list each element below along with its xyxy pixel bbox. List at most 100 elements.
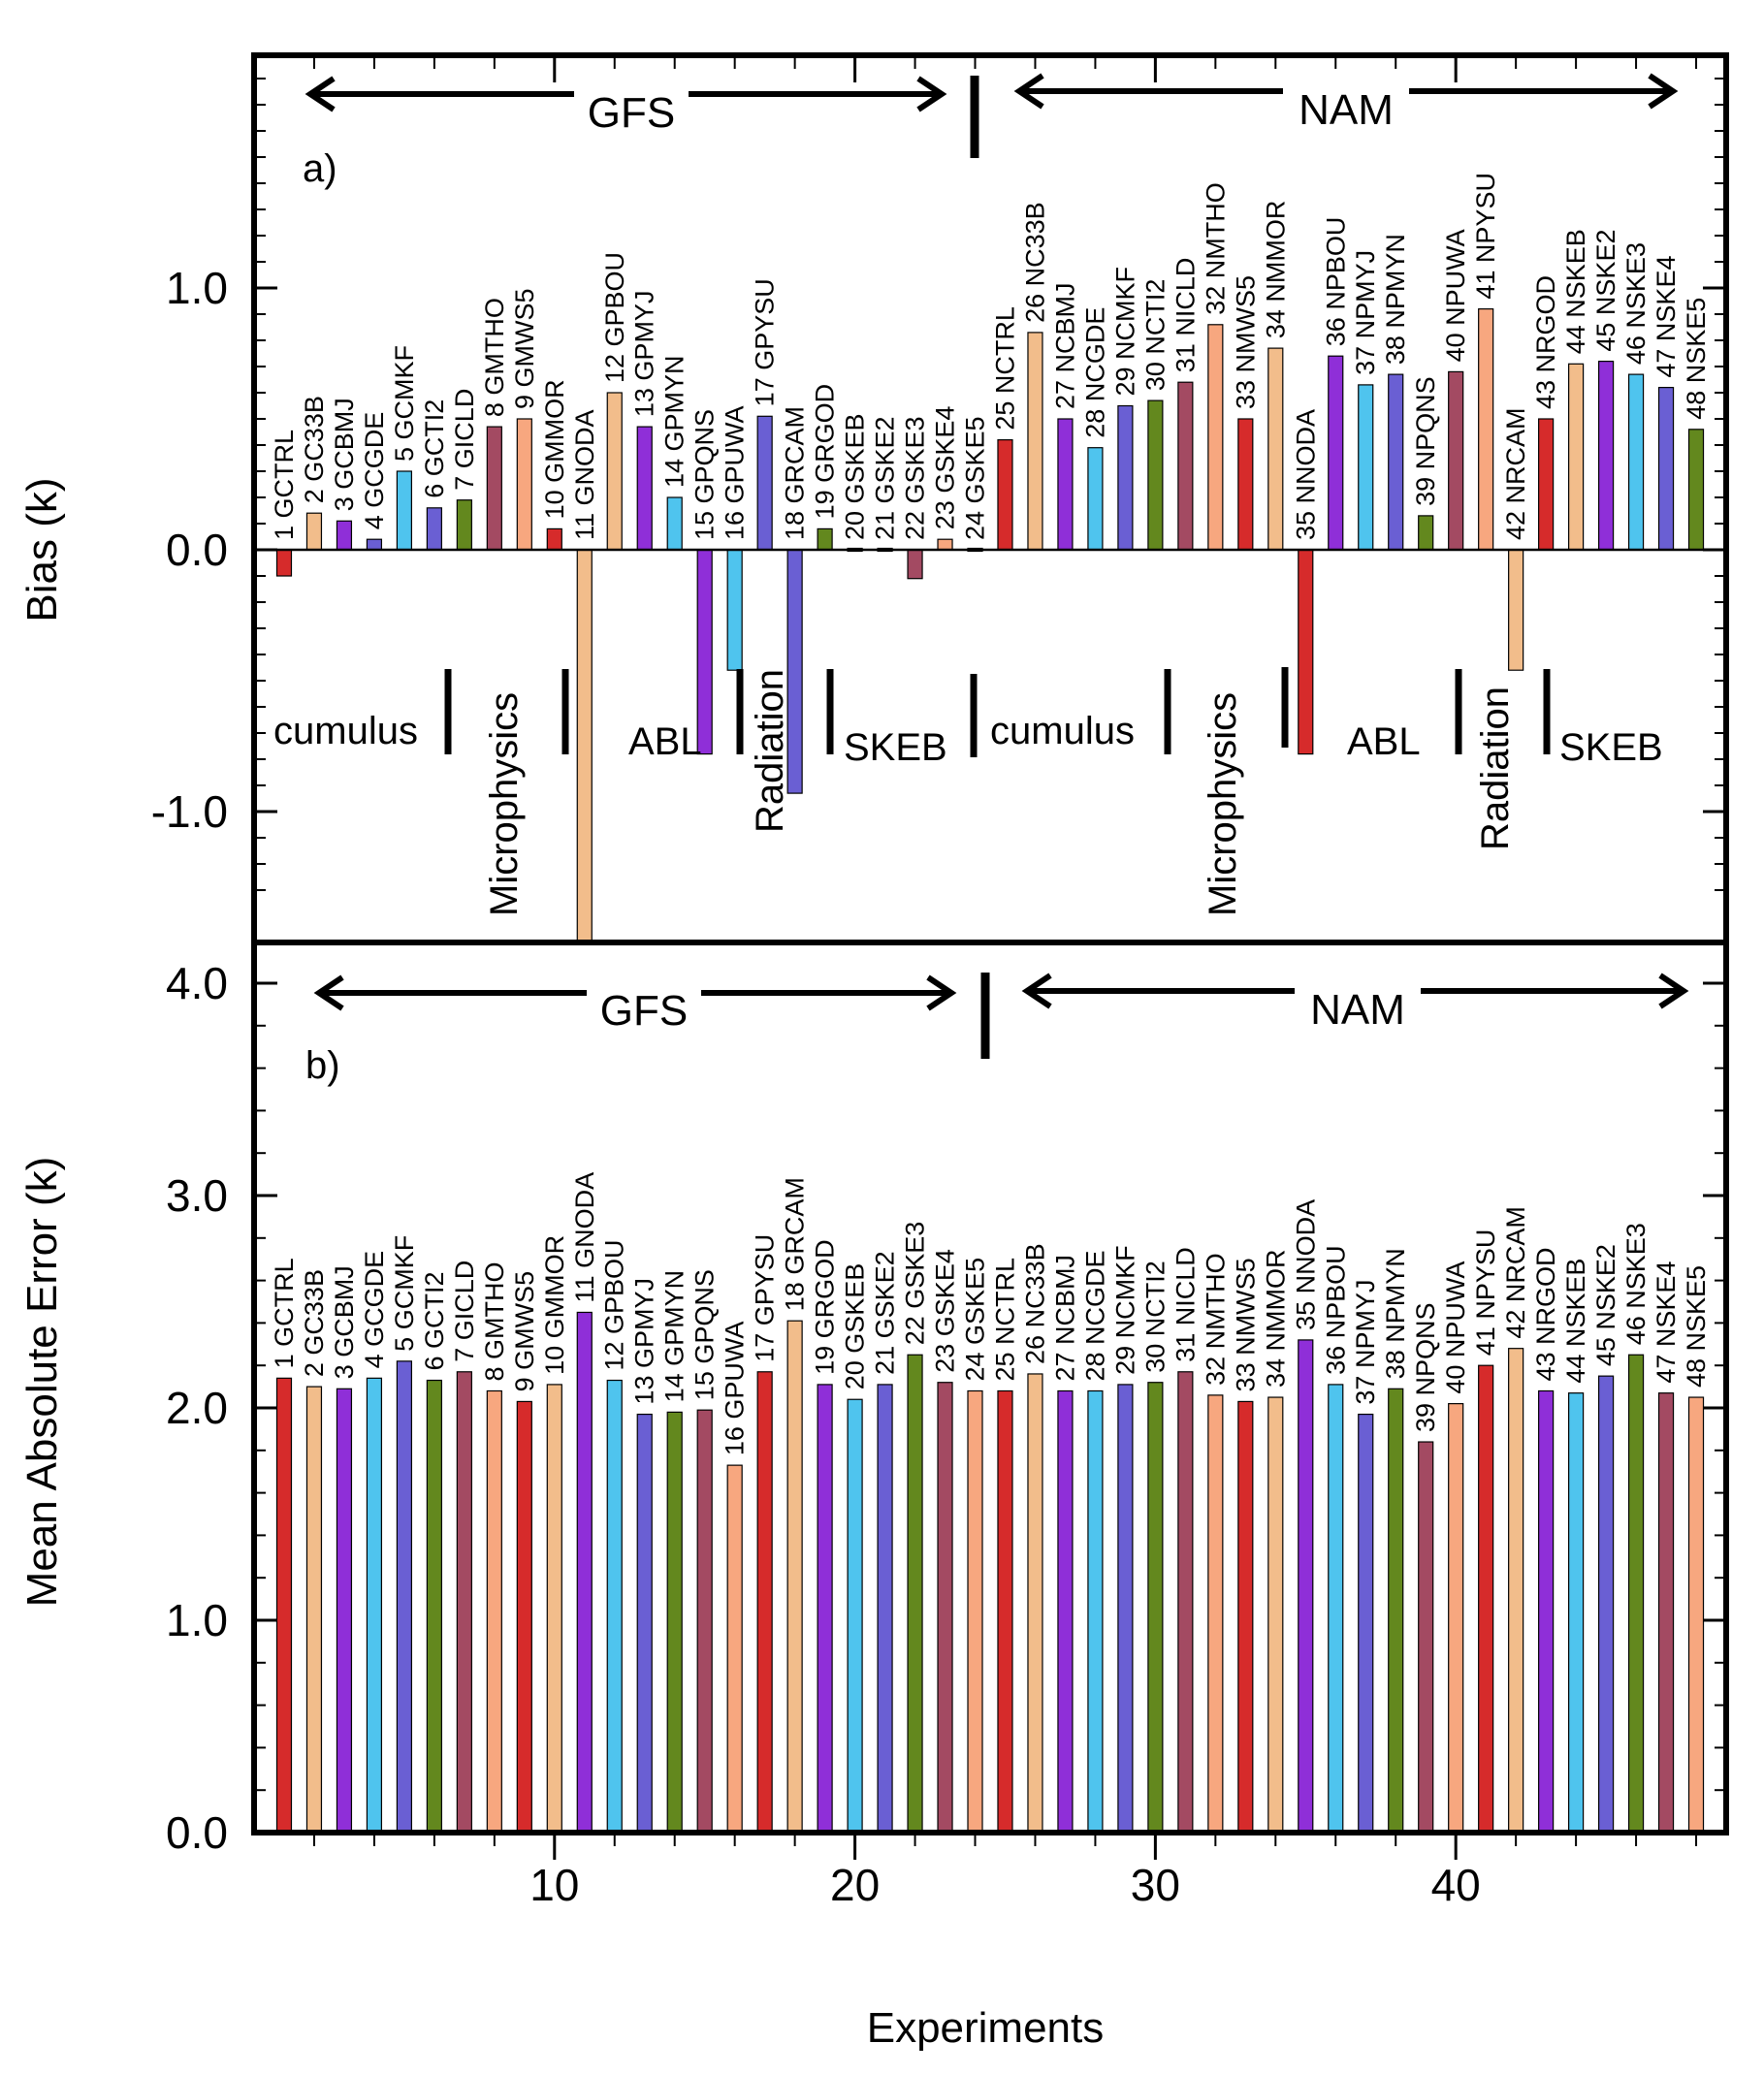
bias-bar-label: 10 GMMOR [540, 379, 569, 519]
gfs-label: GFS [600, 987, 688, 1035]
bias-bar [997, 439, 1013, 551]
mae-bar [366, 1377, 383, 1834]
bias-bar [1207, 324, 1224, 551]
mae-bar-label: 11 GNODA [570, 1172, 599, 1303]
bias-bar-label: 39 NPQNS [1411, 376, 1440, 506]
bias-bar [486, 426, 502, 551]
bias-bar-label: 48 NSKE5 [1682, 298, 1711, 420]
bias-bar-label: 24 GSKE5 [961, 416, 990, 540]
bias-bar-label: 33 NMWS5 [1231, 275, 1260, 409]
mae-bar [1027, 1373, 1043, 1834]
bias-bar-label: 16 GPUWA [721, 405, 750, 540]
bias-bar-label: 7 GICLD [450, 389, 479, 491]
x-tick-label: 30 [1131, 1860, 1180, 1910]
mae-bar-label: 32 NMTHO [1201, 1253, 1230, 1386]
group-label: ABL [1347, 720, 1421, 763]
mae-bar [1508, 1348, 1524, 1834]
mae-bar-label: 45 NSKE2 [1591, 1244, 1620, 1366]
bias-bar-label: 42 NRCAM [1501, 407, 1530, 540]
y-tick-label: 1.0 [166, 263, 228, 313]
mae-bar-label: 28 NCGDE [1080, 1250, 1109, 1381]
bias-bar-label: 8 GMTHO [480, 298, 509, 417]
bias-bar-label: 12 GPBOU [600, 252, 629, 383]
mae-bar-label: 1 GCTRL [270, 1258, 299, 1368]
group-label: ABL [628, 720, 702, 763]
mae-bar [576, 1311, 593, 1834]
bias-bar [1657, 387, 1675, 551]
bias-bar [1177, 381, 1194, 551]
mae-panel: 1 GCTRL 2 GC33B 3 GCBMJ 4 GCGDE 5 GCMKF 6 GCT… [18, 958, 1726, 1858]
bias-bar [1538, 418, 1555, 551]
mae-bar [967, 1389, 983, 1834]
mae-bar-label: 39 NPQNS [1411, 1302, 1440, 1432]
bias-bar [666, 496, 683, 551]
bias-bar-label: 31 NICLD [1171, 258, 1200, 373]
mae-bar-label: 35 NNODA [1291, 1199, 1320, 1330]
mae-bar [1627, 1354, 1645, 1834]
bias-bar-label: 18 GRCAM [781, 406, 810, 540]
mae-bar-label: 15 GPQNS [690, 1269, 720, 1400]
mae-bar [1147, 1382, 1164, 1834]
y-tick-label: 2.0 [166, 1383, 228, 1433]
bias-bar [366, 538, 383, 551]
bias-bar-label: 21 GSKE2 [871, 416, 900, 540]
panel-letter-a: a) [303, 147, 337, 190]
bias-bar [456, 499, 472, 551]
mae-bar-label: 26 NC33B [1020, 1243, 1049, 1364]
bias-bar [1508, 549, 1524, 671]
mae-bar [817, 1384, 833, 1834]
mae-bar [1358, 1413, 1374, 1834]
nam-arrow-a-right-head [1648, 73, 1679, 110]
bias-bar-label: 28 NCGDE [1080, 307, 1109, 438]
mae-bar-label: 2 GC33B [300, 1269, 329, 1377]
bias-bar-label: 1 GCTRL [270, 430, 299, 540]
mae-bar-label: 44 NSKEB [1561, 1259, 1590, 1384]
group-label: Radiation [749, 669, 791, 833]
bias-bar-label: 23 GSKE4 [931, 406, 960, 530]
nam-label-bg [1295, 969, 1421, 1017]
group-label: Microphysics [483, 692, 526, 916]
group-label: SKEB [1559, 726, 1663, 769]
bias-bar [1298, 549, 1314, 755]
mae-bar [516, 1400, 532, 1834]
bias-bar [636, 426, 653, 551]
bias-bar-label: 27 NCBMJ [1050, 282, 1079, 409]
nam-label: NAM [1299, 86, 1394, 134]
mae-bar [726, 1464, 743, 1834]
mae-bar [456, 1371, 472, 1834]
mae-bar [1657, 1392, 1675, 1834]
mae-bar-label: 43 NRGOD [1531, 1247, 1560, 1381]
bias-bar [516, 418, 532, 551]
bias-bar [1117, 404, 1134, 551]
bias-bar-label: 5 GCMKF [390, 345, 419, 462]
bias-bar [907, 549, 923, 580]
bias-bar-label: 13 GPMYJ [630, 291, 659, 418]
mae-bar-label: 10 GMMOR [540, 1235, 569, 1375]
bias-bar [1687, 429, 1705, 551]
mae-bar-label: 20 GSKEB [841, 1263, 870, 1390]
mae-bar [1267, 1396, 1284, 1834]
mae-bar [1388, 1388, 1404, 1834]
gfs-arrow-b-right-head [926, 974, 957, 1011]
x-tick-label: 20 [830, 1860, 880, 1910]
bias-bar [1147, 399, 1164, 551]
mae-bar [877, 1384, 893, 1834]
mae-bar-label: 25 NCTRL [990, 1258, 1019, 1382]
bias-bar [1478, 308, 1494, 551]
bias-bar-label: 3 GCBMJ [330, 398, 359, 511]
bias-bar-label: 15 GPQNS [690, 409, 720, 540]
mae-bar-label: 14 GPMYN [660, 1270, 690, 1403]
bias-bar [1627, 373, 1645, 551]
bias-bar [1087, 447, 1104, 551]
mae-bar [1597, 1375, 1615, 1834]
bias-bar [305, 512, 323, 551]
bias-bar-label: 45 NSKE2 [1591, 230, 1620, 352]
mae-bar-label: 12 GPBOU [600, 1239, 629, 1370]
mae-bar [1538, 1389, 1555, 1834]
group-label: cumulus [273, 710, 418, 752]
mae-bar-label: 48 NSKE5 [1682, 1265, 1711, 1388]
bias-bar-label: 19 GRGOD [811, 384, 840, 520]
group-label: cumulus [990, 710, 1135, 752]
gfs-label-bg [587, 970, 701, 1018]
